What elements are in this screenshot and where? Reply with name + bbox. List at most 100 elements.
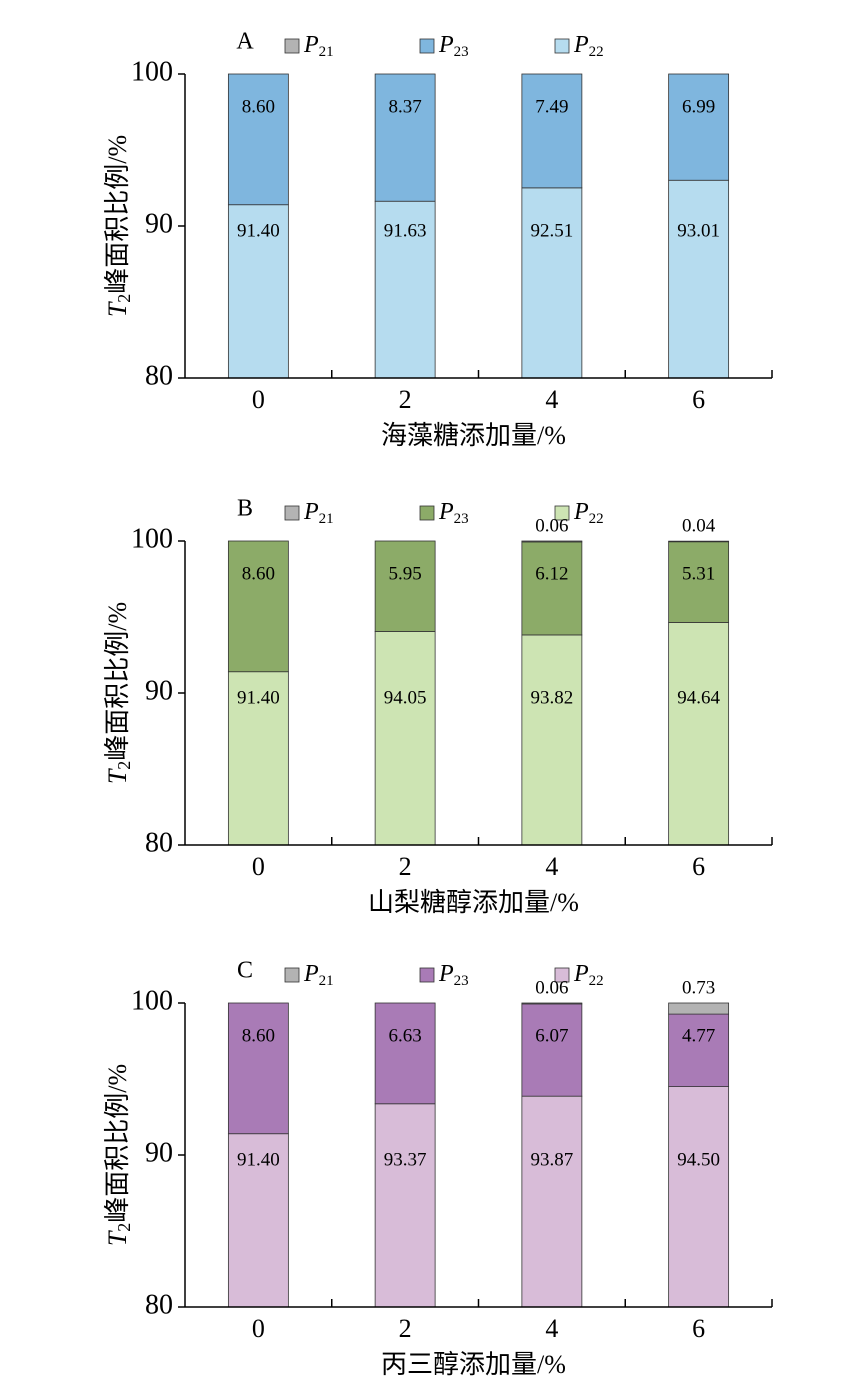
legend-swatch xyxy=(554,505,570,521)
x-tick-label: 0 xyxy=(252,385,265,414)
x-tick-label: 4 xyxy=(545,1314,558,1343)
value-label: 91.40 xyxy=(237,220,280,241)
legend-label: P21 xyxy=(303,499,334,528)
value-label: 91.40 xyxy=(237,1149,280,1170)
y-tick-label: 100 xyxy=(131,985,173,1016)
value-label: 8.60 xyxy=(242,1025,275,1046)
y-tick-label: 80 xyxy=(145,360,173,391)
value-label: 8.37 xyxy=(389,96,422,117)
y-axis-label: T2峰面积比例/% xyxy=(103,1064,134,1246)
y-tick-label: 90 xyxy=(145,1137,173,1168)
legend-swatch xyxy=(554,967,570,983)
bar-segment xyxy=(374,1103,436,1308)
legend-label: P21 xyxy=(303,32,334,61)
panel-label: B xyxy=(237,496,253,522)
value-label: 6.07 xyxy=(535,1025,568,1046)
bar-segment xyxy=(521,540,583,543)
value-label: 94.05 xyxy=(384,687,427,708)
legend-label: P21 xyxy=(303,961,334,990)
panel-label: C xyxy=(237,958,253,984)
bar-segment xyxy=(521,73,583,189)
value-label: 6.63 xyxy=(389,1025,422,1046)
value-label: 94.50 xyxy=(677,1149,720,1170)
bar-segment xyxy=(668,540,730,543)
legend-swatch xyxy=(284,38,300,54)
x-tick-label: 2 xyxy=(399,1314,412,1343)
legend-label: P23 xyxy=(438,32,469,61)
legend-label: P22 xyxy=(573,961,604,990)
x-tick-label: 6 xyxy=(692,1314,705,1343)
value-label: 93.37 xyxy=(384,1149,427,1170)
bar-segment xyxy=(521,541,583,636)
x-tick-label: 4 xyxy=(545,385,558,414)
legend-swatch xyxy=(419,967,435,983)
bar-segment xyxy=(227,204,289,379)
bar-segment xyxy=(668,73,730,181)
value-label: 6.12 xyxy=(535,563,568,584)
y-tick-label: 90 xyxy=(145,208,173,239)
x-axis-label: 海藻糖添加量/% xyxy=(381,421,566,450)
y-axis-label: T2峰面积比例/% xyxy=(103,602,134,784)
x-tick-label: 6 xyxy=(692,385,705,414)
legend-swatch xyxy=(419,505,435,521)
x-tick-label: 2 xyxy=(399,385,412,414)
legend-swatch xyxy=(554,38,570,54)
x-axis-label: 丙三醇添加量/% xyxy=(381,1350,566,1379)
panel-label: A xyxy=(236,29,254,55)
bar-segment xyxy=(374,200,436,379)
bar-segment xyxy=(521,187,583,379)
value-label: 8.60 xyxy=(242,563,275,584)
legend-label: P22 xyxy=(573,32,604,61)
value-label: 94.64 xyxy=(677,687,720,708)
y-axis-label: T2峰面积比例/% xyxy=(103,135,134,317)
value-label: 6.99 xyxy=(682,96,715,117)
bar-segment xyxy=(374,73,436,202)
value-label: 0.04 xyxy=(682,515,716,536)
value-label: 0.06 xyxy=(535,515,568,536)
bar-segment xyxy=(227,540,289,673)
value-label: 5.31 xyxy=(682,563,715,584)
bar-segment xyxy=(521,634,583,846)
bar-segment xyxy=(227,1002,289,1135)
y-tick-label: 90 xyxy=(145,675,173,706)
bar-segment xyxy=(668,1002,730,1015)
bar-segment xyxy=(374,631,436,846)
value-label: 0.06 xyxy=(535,977,568,998)
y-tick-label: 80 xyxy=(145,827,173,858)
bar-segment xyxy=(521,1095,583,1308)
value-label: 5.95 xyxy=(389,563,422,584)
x-axis-label: 山梨糖醇添加量/% xyxy=(368,888,579,917)
bar-segment xyxy=(668,541,730,623)
x-tick-label: 6 xyxy=(692,852,705,881)
x-tick-label: 4 xyxy=(545,852,558,881)
bar-segment xyxy=(668,1013,730,1088)
value-label: 91.40 xyxy=(237,687,280,708)
bar-segment xyxy=(374,540,436,632)
x-tick-label: 0 xyxy=(252,1314,265,1343)
value-label: 93.87 xyxy=(531,1149,574,1170)
bar-segment xyxy=(227,73,289,206)
legend-swatch xyxy=(419,38,435,54)
bar-segment xyxy=(227,1133,289,1308)
value-label: 8.60 xyxy=(242,96,275,117)
legend-swatch xyxy=(284,505,300,521)
bar-segment xyxy=(374,1002,436,1105)
value-label: 0.73 xyxy=(682,977,715,998)
bar-segment xyxy=(668,622,730,846)
x-tick-label: 2 xyxy=(399,852,412,881)
value-label: 93.82 xyxy=(531,687,574,708)
y-tick-label: 80 xyxy=(145,1289,173,1320)
legend-label: P23 xyxy=(438,499,469,528)
bar-segment xyxy=(521,1002,583,1005)
bar-segment xyxy=(668,179,730,379)
value-label: 93.01 xyxy=(677,220,720,241)
legend-label: P23 xyxy=(438,961,469,990)
x-tick-label: 0 xyxy=(252,852,265,881)
legend-swatch xyxy=(284,967,300,983)
value-label: 4.77 xyxy=(682,1025,715,1046)
bar-segment xyxy=(521,1003,583,1097)
value-label: 7.49 xyxy=(535,96,568,117)
legend-label: P22 xyxy=(573,499,604,528)
bar-segment xyxy=(668,1086,730,1308)
